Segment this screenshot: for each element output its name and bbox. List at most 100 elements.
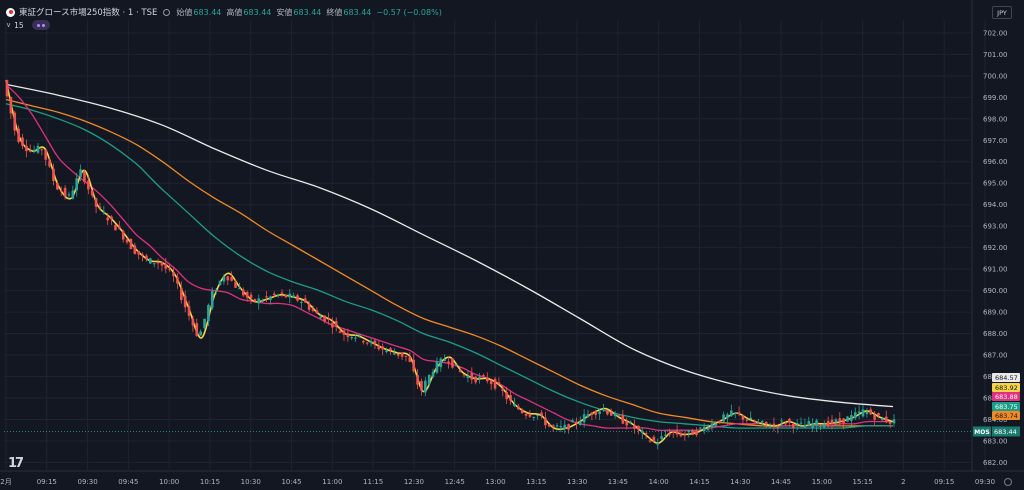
x-tick-label: 09:15 — [37, 478, 57, 486]
candle-body — [79, 169, 82, 178]
candle-body — [795, 422, 799, 425]
candle-body — [307, 303, 311, 310]
candle-body — [575, 421, 578, 424]
candle-body — [478, 376, 481, 379]
candle-body — [679, 432, 683, 437]
x-tick-label: 13:45 — [608, 478, 628, 486]
candle-body — [540, 412, 543, 416]
candle-body — [741, 415, 745, 420]
candle-body — [826, 420, 830, 427]
low-value: 683.44 — [293, 7, 322, 17]
series-tag-bg — [992, 373, 1020, 382]
candle-body — [780, 420, 783, 422]
candle-body — [106, 217, 110, 221]
candle-body — [420, 380, 423, 391]
symbol-header[interactable]: 東証グロース市場250指数 · 1 · TSE 始値 683.44 高値 683.4… — [6, 5, 447, 19]
y-tick-label: 689.00 — [983, 309, 1008, 317]
series-value-tag: 683.92 — [995, 384, 1018, 392]
candle-body — [83, 171, 86, 183]
indicator-badge[interactable] — [31, 20, 50, 30]
candle-body — [791, 423, 795, 428]
candle-body — [404, 355, 408, 357]
candle-body — [528, 414, 532, 417]
low-label: 安値 — [276, 7, 293, 17]
candle-body — [764, 421, 768, 425]
volume-label[interactable]: 15 — [14, 20, 24, 30]
candle-body — [303, 298, 307, 303]
candle-body — [315, 310, 319, 314]
candle-body — [482, 375, 485, 377]
x-tick-label: 2 — [901, 478, 905, 486]
x-tick-label: 10:15 — [200, 478, 220, 486]
candle-body — [834, 419, 838, 423]
settings-icon[interactable] — [1004, 478, 1012, 486]
candle-body — [296, 295, 299, 301]
candle-body — [819, 425, 822, 427]
candle-body — [71, 190, 75, 199]
tradingview-logo-icon[interactable]: 17 — [8, 456, 24, 471]
currency-button[interactable]: JPY — [992, 6, 1012, 19]
candle-body — [683, 434, 687, 436]
candle-body — [21, 137, 24, 146]
candle-body — [617, 415, 621, 417]
candle-body — [807, 421, 811, 426]
series-tag-bg — [992, 392, 1020, 401]
y-tick-label: 700.00 — [983, 72, 1008, 80]
candle-body — [210, 291, 214, 308]
candle-body — [365, 342, 369, 344]
candle-body — [474, 376, 477, 383]
candle-body — [881, 418, 884, 421]
series-tag-bg — [992, 411, 1020, 420]
candle-body — [300, 301, 303, 303]
candle-body — [381, 346, 385, 350]
close-label: 終値 — [326, 7, 343, 17]
candle-body — [129, 239, 133, 250]
candle-body — [164, 263, 168, 269]
candle-body — [338, 331, 342, 333]
candle-body — [272, 293, 276, 295]
candle-body — [757, 422, 760, 424]
y-tick-label: 694.00 — [983, 201, 1008, 209]
chevron-down-icon[interactable]: ∨ — [6, 21, 12, 29]
candle-body — [671, 430, 675, 433]
candle-body — [249, 294, 253, 298]
candle-body — [644, 433, 648, 435]
candle-body — [234, 281, 237, 288]
candles — [5, 79, 896, 450]
candle-body — [334, 321, 338, 326]
candle-body — [199, 331, 202, 336]
candle-body — [447, 361, 450, 364]
candle-body — [435, 361, 439, 373]
candle-body — [393, 353, 396, 355]
candle-body — [241, 289, 245, 296]
x-axis-labels: 2月 09:15 09:30 09:45 10:00 10:15 10:30 10:45 11:… — [0, 478, 995, 486]
candle-body — [187, 306, 191, 316]
candle-body — [168, 269, 171, 271]
candle-body — [582, 414, 586, 423]
candle-body — [408, 357, 412, 362]
candle-body — [718, 420, 721, 423]
candle-body — [884, 416, 888, 423]
candle-body — [385, 350, 388, 352]
candle-body — [869, 409, 873, 415]
candle-body — [594, 411, 598, 415]
change-value: −0.57 (−0.08%) — [376, 7, 442, 17]
candle-body — [160, 262, 164, 266]
symbol-title[interactable]: 東証グロース市場250指数 · 1 · TSE — [19, 8, 158, 18]
candle-body — [276, 294, 280, 296]
candle-body — [451, 358, 454, 368]
candle-body — [621, 415, 625, 424]
candle-body — [613, 413, 617, 417]
candle-body — [745, 419, 749, 421]
candle-body — [412, 359, 416, 372]
candle-body — [90, 190, 94, 196]
x-tick-label: 11:00 — [322, 478, 342, 486]
candle-body — [776, 426, 780, 428]
candle-body — [195, 323, 199, 336]
candle-body — [722, 414, 725, 422]
candle-body — [350, 337, 354, 339]
candle-body — [606, 410, 609, 415]
candle-body — [629, 421, 632, 424]
candle-body — [75, 178, 79, 191]
